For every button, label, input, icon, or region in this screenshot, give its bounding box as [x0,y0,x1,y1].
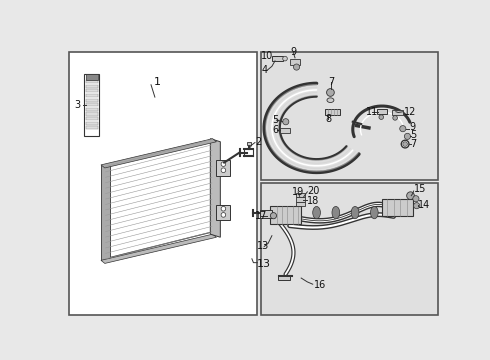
Circle shape [270,213,276,219]
Bar [86,117,98,120]
Text: 9: 9 [409,122,415,132]
Circle shape [294,64,300,70]
Text: 8: 8 [325,114,331,125]
Ellipse shape [327,98,334,103]
Bar [86,126,98,130]
Bar [86,108,98,111]
Bar [86,103,98,106]
Circle shape [379,115,384,120]
Bar [260,210,272,218]
Text: 5: 5 [411,130,417,140]
Ellipse shape [370,206,378,219]
Circle shape [221,206,226,211]
Circle shape [283,56,287,61]
Text: 1: 1 [153,77,160,87]
Bar [86,99,98,102]
Circle shape [414,203,420,209]
Bar [291,59,300,65]
Ellipse shape [332,206,340,219]
Bar [296,202,305,206]
Ellipse shape [313,206,320,219]
Circle shape [221,162,226,166]
Text: 20: 20 [307,186,319,196]
Text: 11: 11 [366,107,378,117]
Bar [86,85,98,88]
Bar [217,160,230,176]
Circle shape [326,89,334,96]
Text: 7: 7 [328,77,334,87]
Bar [86,94,98,97]
Bar [86,89,98,93]
Bar [296,193,305,197]
Bar [280,128,291,132]
Circle shape [413,195,419,202]
Bar [246,142,251,145]
Text: 2: 2 [255,137,261,147]
Text: 7: 7 [411,139,417,149]
Polygon shape [105,139,213,259]
Text: 3: 3 [74,100,80,110]
Circle shape [393,116,397,120]
Circle shape [404,133,411,139]
Text: 9: 9 [291,47,296,57]
Circle shape [407,192,415,199]
Text: 13: 13 [257,259,271,269]
Text: 17: 17 [255,211,268,221]
Bar [261,51,438,180]
Circle shape [221,213,226,217]
Circle shape [221,168,226,172]
Polygon shape [101,234,217,264]
Bar [261,183,438,315]
Ellipse shape [351,206,359,219]
Bar [382,199,413,216]
Bar [325,109,340,115]
Bar [217,205,230,220]
Bar [272,55,283,61]
Circle shape [401,140,409,148]
Text: 10: 10 [261,51,273,61]
Text: 14: 14 [418,200,431,210]
Text: 4: 4 [261,65,267,75]
Bar [86,122,98,125]
Bar [392,110,403,115]
Circle shape [283,119,289,125]
Text: 12: 12 [404,107,416,117]
Bar [278,276,290,280]
Polygon shape [101,165,110,260]
Text: 18: 18 [307,196,319,206]
Polygon shape [210,139,221,237]
Text: 15: 15 [414,184,426,194]
Bar [296,197,305,202]
Bar [69,51,257,315]
Text: 6: 6 [272,125,278,135]
Polygon shape [101,139,217,168]
Text: 19: 19 [292,187,304,197]
Circle shape [403,142,408,147]
Circle shape [400,126,406,132]
Bar [84,74,99,136]
Text: 5: 5 [272,115,278,125]
Text: 16: 16 [314,280,326,290]
Bar [377,109,388,114]
Bar [86,80,98,83]
Bar [86,112,98,116]
Bar [270,206,301,224]
Text: 13: 13 [257,242,269,252]
Bar [86,74,98,80]
